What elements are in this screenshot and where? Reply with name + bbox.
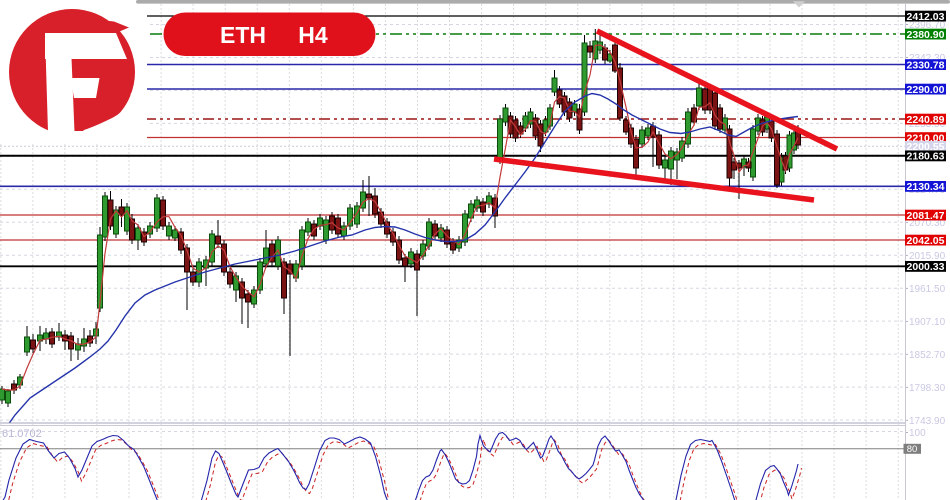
svg-text:1798.30: 1798.30	[909, 383, 946, 394]
svg-text:2240.89: 2240.89	[907, 114, 945, 126]
svg-text:2042.05: 2042.05	[907, 235, 945, 247]
svg-text:2396.70: 2396.70	[909, 20, 946, 31]
svg-text:2380.90: 2380.90	[907, 29, 945, 41]
svg-text:2290.00: 2290.00	[907, 84, 945, 96]
svg-text:2180.63: 2180.63	[907, 151, 945, 163]
svg-text:ETH: ETH	[220, 22, 266, 48]
svg-text:1743.90: 1743.90	[909, 416, 946, 427]
svg-text:2015.90: 2015.90	[909, 251, 946, 262]
svg-text:2000.33: 2000.33	[907, 261, 945, 273]
svg-text:61.0702: 61.0702	[2, 428, 42, 440]
svg-text:2412.03: 2412.03	[907, 11, 945, 23]
svg-text:1961.50: 1961.50	[909, 284, 946, 295]
svg-text:2233.50: 2233.50	[909, 119, 946, 130]
svg-text:80: 80	[907, 444, 918, 455]
svg-text:2070.30: 2070.30	[909, 218, 946, 229]
svg-text:2130.34: 2130.34	[907, 181, 945, 193]
svg-text:2081.47: 2081.47	[907, 210, 945, 222]
svg-text:2342.30: 2342.30	[909, 53, 946, 64]
svg-text:2200.55: 2200.55	[907, 141, 945, 153]
svg-text:H4: H4	[298, 22, 328, 48]
svg-text:2330.78: 2330.78	[907, 59, 945, 71]
svg-text:1907.10: 1907.10	[909, 317, 946, 328]
svg-text:100: 100	[909, 428, 926, 439]
svg-text:1852.70: 1852.70	[909, 350, 946, 361]
